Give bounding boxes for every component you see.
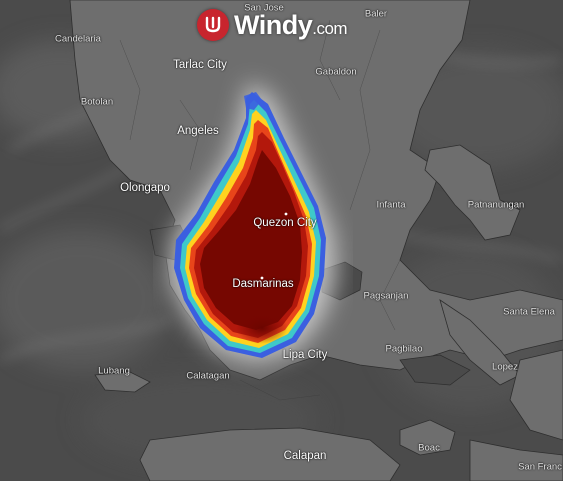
city-dots — [260, 212, 288, 280]
overlay-band-blue-north — [244, 92, 262, 110]
overlay-hotspot — [236, 312, 288, 344]
bondoc-peninsula — [439, 299, 521, 386]
city-dot-dasmarinas — [260, 276, 264, 280]
southern-tip — [469, 439, 563, 481]
mindoro — [139, 427, 401, 481]
windy-wordmark: Windy.com — [234, 9, 348, 41]
terrain-detail — [119, 19, 401, 401]
windy-logo[interactable]: Windy.com — [197, 7, 348, 43]
polillo-island — [424, 144, 521, 241]
east-landmass — [509, 349, 563, 441]
windy-logo-icon — [197, 9, 229, 41]
city-dot-quezon — [284, 212, 288, 216]
concentration-overlay — [174, 92, 326, 358]
overlay-band-darkred — [200, 150, 302, 330]
marinduque — [399, 419, 456, 456]
tayabas-bay — [399, 354, 471, 386]
windy-logo-glyph — [205, 16, 221, 33]
lubang-island — [94, 371, 151, 393]
brand-name: Windy — [234, 9, 313, 40]
brand-suffix: .com — [312, 18, 348, 38]
